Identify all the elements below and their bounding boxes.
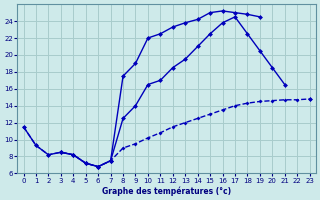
X-axis label: Graphe des températures (°c): Graphe des températures (°c) [102,186,231,196]
